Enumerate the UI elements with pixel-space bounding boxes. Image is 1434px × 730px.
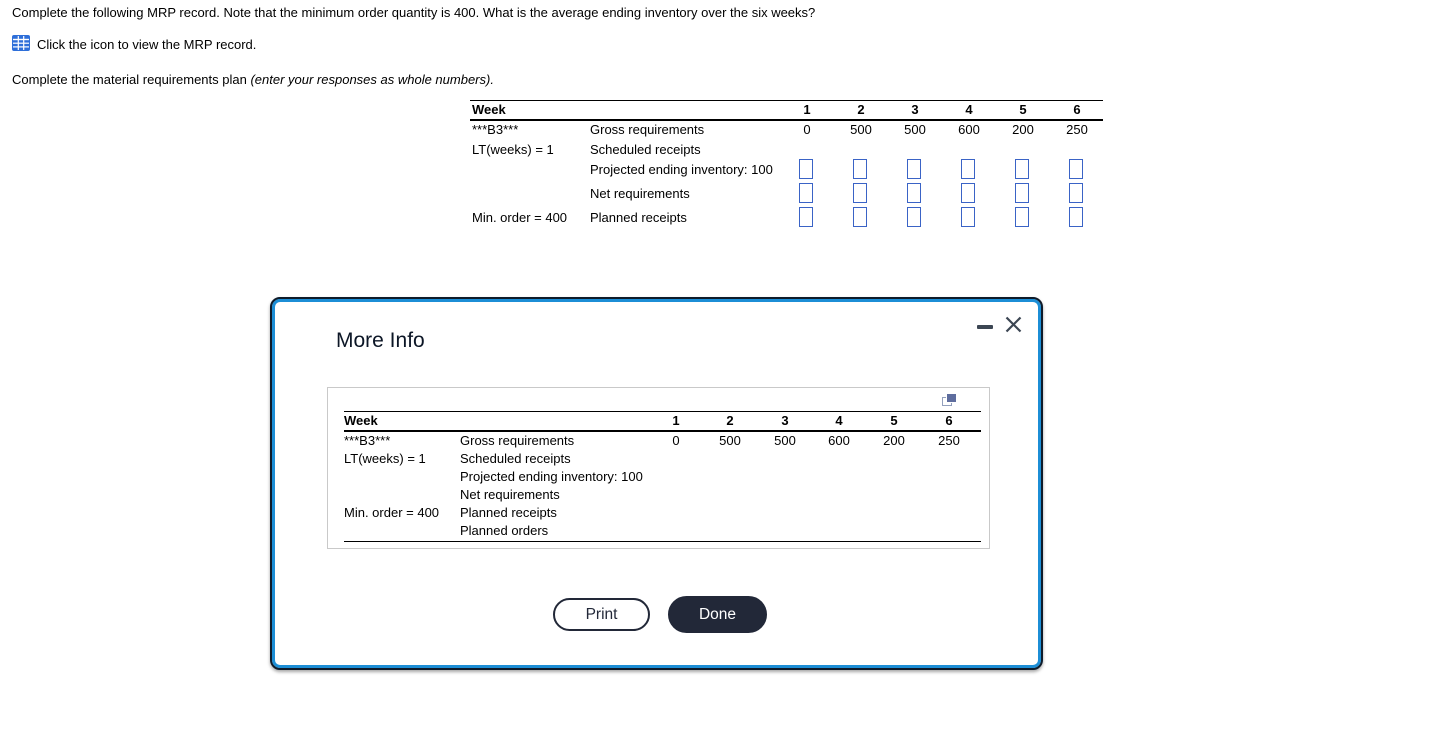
input-planned-receipts-w1[interactable] (799, 207, 813, 227)
modal-title: More Info (336, 329, 425, 352)
net-requirements-row: Net requirements (470, 187, 1104, 203)
scheduled-receipts-label: Scheduled receipts (590, 142, 701, 157)
modal-table-header-rule (344, 430, 981, 432)
modal-planned-orders-label: Planned orders (460, 523, 549, 538)
modal-planned-receipts-row: Min. order = 400 Planned receipts (328, 506, 989, 522)
week-6-header: 6 (1073, 102, 1081, 117)
input-net-requirements-w1[interactable] (799, 183, 813, 203)
close-icon[interactable] (1003, 314, 1024, 335)
copy-icon[interactable] (942, 393, 957, 406)
input-planned-receipts-w6[interactable] (1069, 207, 1083, 227)
modal-projected-ending-inventory-row: Projected ending inventory: 100 (328, 470, 989, 486)
input-projected-inventory-w3[interactable] (907, 159, 921, 179)
gross-requirements-label: Gross requirements (590, 122, 705, 137)
projected-ending-inventory-row: Projected ending inventory: 100 (470, 163, 1104, 179)
modal-gross-req-w1: 0 (672, 433, 680, 448)
item-label: ***B3*** (472, 122, 519, 137)
modal-gross-req-w4: 600 (828, 433, 850, 448)
week-4-header: 4 (965, 102, 973, 117)
input-projected-inventory-w6[interactable] (1069, 159, 1083, 179)
input-net-requirements-w4[interactable] (961, 183, 975, 203)
input-planned-receipts-w4[interactable] (961, 207, 975, 227)
input-planned-receipts-w5[interactable] (1015, 207, 1029, 227)
modal-net-requirements-row: Net requirements (328, 488, 989, 504)
question-text: Complete the following MRP record. Note … (12, 5, 816, 20)
input-projected-inventory-w1[interactable] (799, 159, 813, 179)
more-info-modal: More Info Week 1 2 3 4 5 6 ***B3*** Gros… (270, 297, 1043, 670)
done-button[interactable]: Done (668, 596, 767, 633)
modal-scheduled-receipts-row: LT(weeks) = 1 Scheduled receipts (328, 452, 989, 468)
gross-requirements-row: ***B3*** Gross requirements 0 500 500 60… (470, 123, 1104, 139)
lead-time-label: LT(weeks) = 1 (472, 142, 554, 157)
input-planned-receipts-w2[interactable] (853, 207, 867, 227)
gross-req-w4: 600 (958, 122, 980, 137)
modal-week-2-header: 2 (726, 413, 734, 428)
minimize-icon[interactable] (977, 325, 993, 329)
icon-instruction-text: Click the icon to view the MRP record. (37, 37, 257, 52)
modal-planned-receipts-label: Planned receipts (460, 505, 557, 520)
gross-req-w2: 500 (850, 122, 872, 137)
input-planned-receipts-w3[interactable] (907, 207, 921, 227)
modal-net-requirements-label: Net requirements (460, 487, 560, 502)
week-header-row: Week 1 2 3 4 5 6 (470, 103, 1104, 119)
mrp-answer-table: Week 1 2 3 4 5 6 ***B3*** Gross requirem… (470, 98, 1104, 238)
complete-plan-instruction-italic: (enter your responses as whole numbers). (250, 72, 494, 87)
scheduled-receipts-row: LT(weeks) = 1 Scheduled receipts (470, 143, 1104, 159)
input-projected-inventory-w2[interactable] (853, 159, 867, 179)
net-requirements-label: Net requirements (590, 186, 690, 201)
modal-min-order-label: Min. order = 400 (344, 505, 440, 520)
table-top-rule (470, 100, 1103, 101)
modal-lead-time-label: LT(weeks) = 1 (344, 451, 426, 466)
modal-week-5-header: 5 (890, 413, 898, 428)
modal-table-bottom-rule (344, 541, 981, 542)
modal-item-label: ***B3*** (344, 433, 391, 448)
week-1-header: 1 (803, 102, 811, 117)
modal-week-4-header: 4 (835, 413, 843, 428)
modal-gross-req-w3: 500 (774, 433, 796, 448)
min-order-label: Min. order = 400 (472, 210, 568, 225)
modal-gross-req-w6: 250 (938, 433, 960, 448)
week-3-header: 3 (911, 102, 919, 117)
input-net-requirements-w6[interactable] (1069, 183, 1083, 203)
modal-gross-req-w2: 500 (719, 433, 741, 448)
modal-projected-ending-inventory-label: Projected ending inventory: 100 (460, 469, 643, 484)
modal-planned-orders-row: Planned orders (328, 524, 989, 540)
week-label: Week (472, 102, 506, 117)
modal-table-top-rule (344, 411, 981, 412)
view-mrp-record-icon[interactable] (12, 35, 30, 51)
gross-req-w3: 500 (904, 122, 926, 137)
print-button[interactable]: Print (553, 598, 650, 631)
mrp-record-panel: Week 1 2 3 4 5 6 ***B3*** Gross requirem… (327, 387, 990, 549)
table-header-rule (470, 119, 1103, 121)
gross-req-w5: 200 (1012, 122, 1034, 137)
input-projected-inventory-w4[interactable] (961, 159, 975, 179)
planned-receipts-row: Min. order = 400 Planned receipts (470, 211, 1104, 227)
input-net-requirements-w2[interactable] (853, 183, 867, 203)
modal-scheduled-receipts-label: Scheduled receipts (460, 451, 571, 466)
modal-gross-req-w5: 200 (883, 433, 905, 448)
gross-req-w1: 0 (803, 122, 811, 137)
planned-receipts-label: Planned receipts (590, 210, 687, 225)
modal-gross-requirements-row: ***B3*** Gross requirements 0 500 500 60… (328, 434, 989, 450)
week-5-header: 5 (1019, 102, 1027, 117)
modal-week-1-header: 1 (672, 413, 680, 428)
modal-week-label: Week (344, 413, 378, 428)
copy-icon-front-square (946, 393, 957, 403)
week-2-header: 2 (857, 102, 865, 117)
projected-ending-inventory-label: Projected ending inventory: 100 (590, 162, 773, 177)
input-net-requirements-w3[interactable] (907, 183, 921, 203)
complete-plan-instruction: Complete the material requirements plan … (12, 72, 494, 87)
input-projected-inventory-w5[interactable] (1015, 159, 1029, 179)
input-net-requirements-w5[interactable] (1015, 183, 1029, 203)
modal-week-3-header: 3 (781, 413, 789, 428)
modal-week-header-row: Week 1 2 3 4 5 6 (328, 414, 989, 430)
modal-week-6-header: 6 (945, 413, 953, 428)
gross-req-w6: 250 (1066, 122, 1088, 137)
modal-gross-requirements-label: Gross requirements (460, 433, 575, 448)
